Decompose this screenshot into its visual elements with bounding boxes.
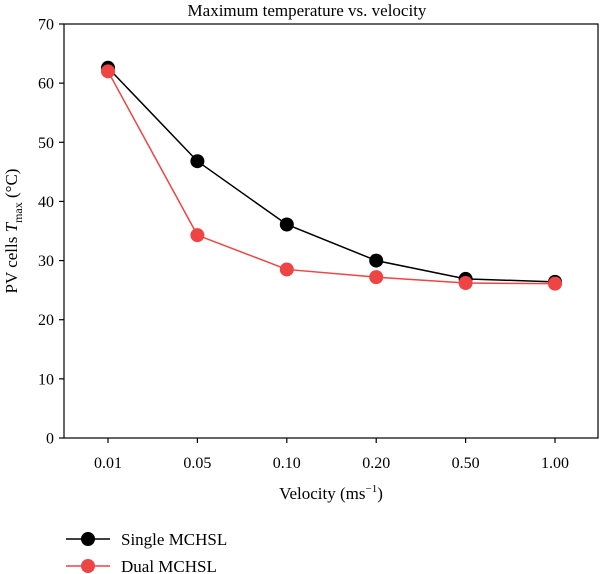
x-tick-label: 0.01 <box>94 455 122 472</box>
y-tick-label: 70 <box>38 17 54 34</box>
y-tick-label: 60 <box>38 76 54 93</box>
series-single <box>101 60 562 289</box>
legend: Single MCHSL Dual MCHSL <box>66 530 227 574</box>
data-point <box>279 217 294 232</box>
legend-label-single: Single MCHSL <box>121 530 227 549</box>
data-point <box>190 154 205 169</box>
x-tick-label: 1.00 <box>541 455 569 472</box>
y-tick-label: 10 <box>38 371 54 388</box>
y-axis-label: PV cells Tmax (°C) <box>2 169 25 294</box>
x-axis-label-end: ) <box>377 484 383 503</box>
x-axis-label-base: Velocity (ms <box>279 484 365 503</box>
y-axis-label-unit: (°C) <box>2 169 21 203</box>
legend-marker-dual <box>81 559 95 573</box>
x-tick-label: 0.10 <box>273 455 301 472</box>
x-axis-label-superscript: −1 <box>366 483 378 495</box>
y-tick-label: 20 <box>38 312 54 329</box>
data-point <box>190 228 205 243</box>
legend-item-dual: Dual MCHSL <box>66 557 217 574</box>
series-line <box>107 67 556 283</box>
x-tick-label: 0.05 <box>183 455 211 472</box>
y-axis-label-variable: T <box>2 221 21 232</box>
data-point <box>458 276 473 291</box>
plot-area-frame <box>63 23 599 439</box>
data-point <box>369 253 384 268</box>
legend-label-dual: Dual MCHSL <box>121 557 217 574</box>
x-tick-label: 0.50 <box>452 455 480 472</box>
legend-item-single: Single MCHSL <box>66 530 227 549</box>
data-point <box>101 64 115 79</box>
y-tick-label: 0 <box>46 431 54 448</box>
x-axis-label: Velocity (ms−1) <box>279 483 383 503</box>
y-axis-ticks: 0 10 20 30 40 50 60 70 <box>38 17 64 448</box>
x-axis-ticks: 0.01 0.05 0.10 0.20 0.50 1.00 <box>94 438 569 472</box>
series-line <box>107 70 556 285</box>
y-tick-label: 30 <box>38 253 54 270</box>
y-tick-label: 40 <box>38 194 54 211</box>
data-point <box>369 270 384 285</box>
legend-marker-single <box>81 532 95 546</box>
x-tick-label: 0.20 <box>362 455 390 472</box>
y-axis-label-subscript: max <box>11 202 25 223</box>
data-point <box>548 276 562 291</box>
y-tick-label: 50 <box>38 135 54 152</box>
series-group <box>101 60 562 291</box>
y-axis-label-base: PV cells <box>2 232 21 293</box>
data-point <box>279 262 294 277</box>
series-dual <box>101 64 562 291</box>
chart-title: Maximum temperature vs. velocity <box>188 1 427 20</box>
